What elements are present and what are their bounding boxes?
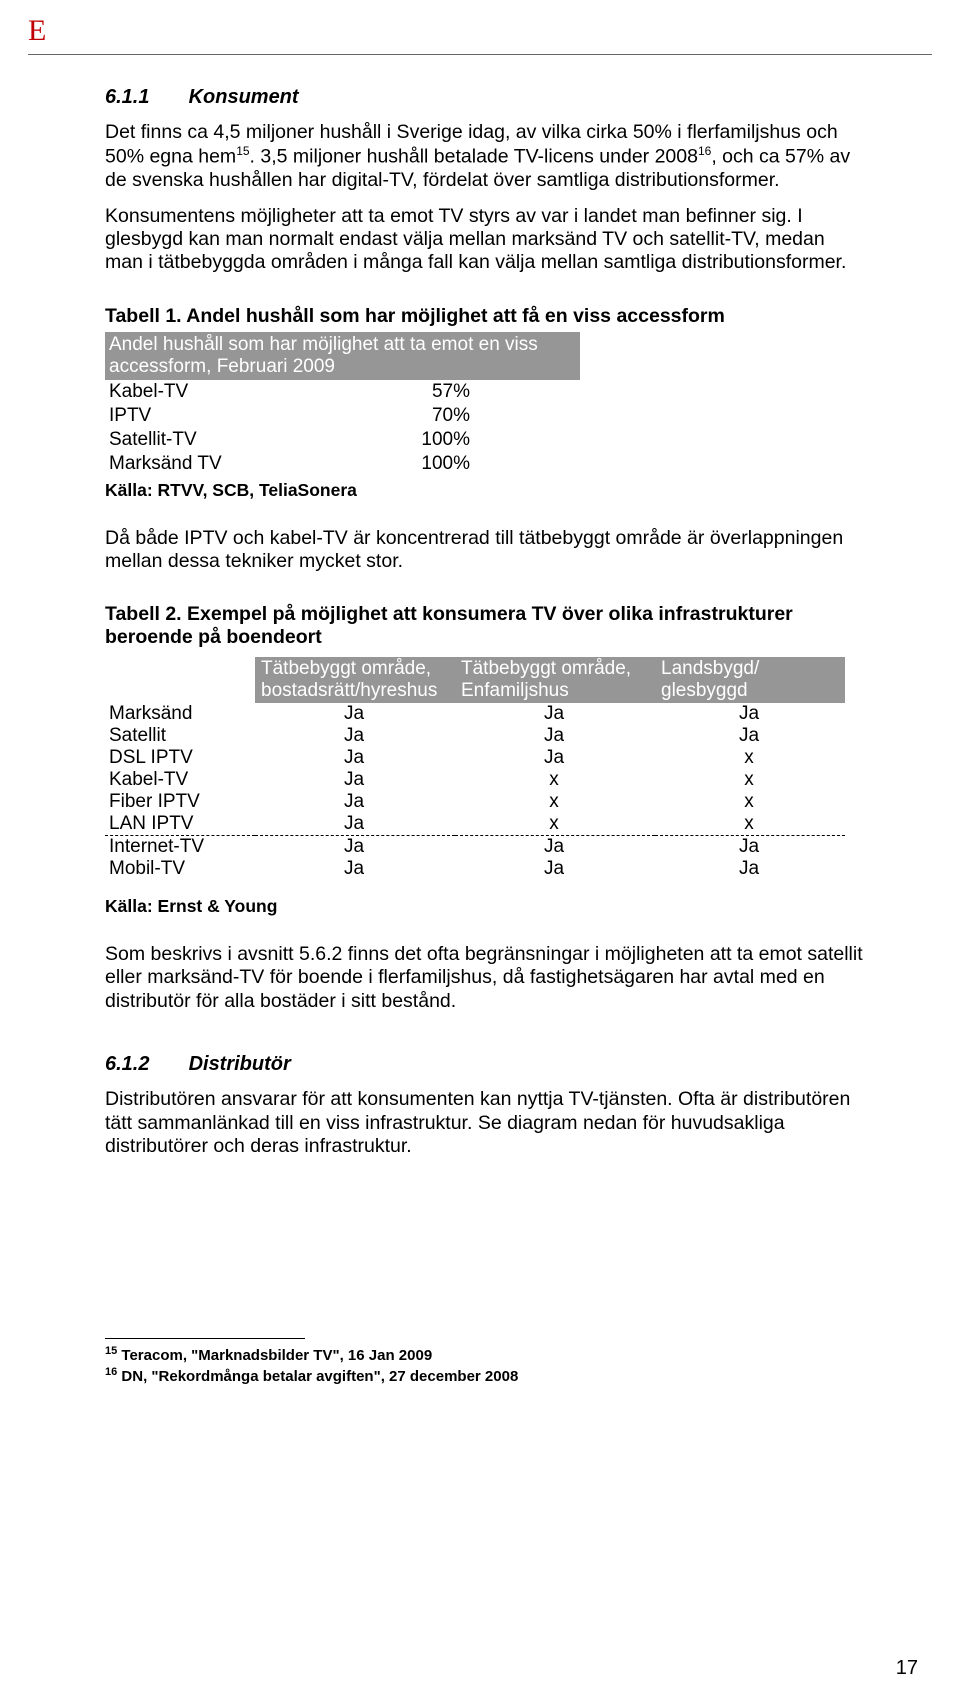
cell: 100% [309,428,580,452]
table2-caption: Tabell 2. Exempel på möjlighet att konsu… [105,603,865,649]
cell: Ja [455,747,655,769]
cell: 100% [309,452,580,476]
cell: Ja [655,836,845,859]
cell: x [455,813,655,836]
cell: x [655,769,845,791]
cell: Marksänd [105,703,255,725]
cell: Ja [455,858,655,880]
cell: Ja [455,725,655,747]
cell: IPTV [105,404,309,428]
footnote-15: 15 Teracom, "Marknadsbilder TV", 16 Jan … [105,1345,865,1366]
table1-header: Andel hushåll som har möjlighet att ta e… [105,332,580,380]
section-heading-612: 6.1.2 Distributör [105,1053,865,1076]
cell: x [455,791,655,813]
cell: LAN IPTV [105,813,255,836]
text-run: . 3,5 miljoner hushåll betalade TV-licen… [250,146,698,168]
table-row: Kabel-TV57% [105,380,580,404]
cell: Internet-TV [105,836,255,859]
table2-col1-header: Tätbebyggt område, bostadsrätt/hyreshus [255,657,455,703]
table2-col2-header: Tätbebyggt område, Enfamiljshus [455,657,655,703]
table2: Tätbebyggt område, bostadsrätt/hyreshus … [105,657,845,880]
cell: x [655,813,845,836]
cell: Ja [255,703,455,725]
cell: x [655,791,845,813]
table-row: Internet-TVJaJaJa [105,836,845,859]
cell: 70% [309,404,580,428]
table-row: SatellitJaJaJa [105,725,845,747]
cell: DSL IPTV [105,747,255,769]
page-number: 17 [896,1657,918,1680]
table1-source: Källa: RTVV, SCB, TeliaSonera [105,480,865,501]
page-content: 6.1.1 Konsument Det finns ca 4,5 miljone… [105,0,865,1387]
section-number: 6.1.1 [105,86,183,109]
cell: Fiber IPTV [105,791,255,813]
cell: x [455,769,655,791]
text-run: Enfamiljshus [461,680,569,701]
text-run: accessform, Februari 2009 [109,356,335,377]
section-title: Distributör [189,1053,291,1075]
footnote-ref: 15 [236,144,249,158]
cell: Kabel-TV [105,769,255,791]
text-run: bostadsrätt/hyreshus [261,680,437,701]
table-row: MarksändJaJaJa [105,703,845,725]
cell: Satellit-TV [105,428,309,452]
cell: Ja [255,858,455,880]
footnote-ref: 16 [698,144,711,158]
text-run: Teracom, "Marknadsbilder TV", 16 Jan 200… [117,1347,432,1364]
section-heading-611: 6.1.1 Konsument [105,86,865,109]
text-run: glesbyggd [661,680,748,701]
table-row: LAN IPTVJaxx [105,813,845,836]
table-row: Satellit-TV100% [105,428,580,452]
cell: Ja [455,836,655,859]
section-title: Konsument [189,86,299,108]
cell: Ja [255,836,455,859]
table-row: Mobil-TVJaJaJa [105,858,845,880]
footnote-rule [105,1338,305,1339]
table-row: Marksänd TV100% [105,452,580,476]
table2-col3-header: Landsbygd/ glesbyggd [655,657,845,703]
cell: Ja [655,703,845,725]
cell: Satellit [105,725,255,747]
text-run: Landsbygd/ [661,658,759,679]
table1-caption: Tabell 1. Andel hushåll som har möjlighe… [105,305,865,328]
paragraph: Som beskrivs i avsnitt 5.6.2 finns det o… [105,943,865,1013]
cell: Ja [455,703,655,725]
paragraph: Det finns ca 4,5 miljoner hushåll i Sver… [105,121,865,193]
cell: Ja [655,725,845,747]
cell: Ja [655,858,845,880]
text-run: Tätbebyggt område, [461,658,631,679]
cell: Ja [255,747,455,769]
text-run: DN, "Rekordmånga betalar avgiften", 27 d… [117,1368,518,1385]
text-run: Andel hushåll som har möjlighet att ta e… [109,334,538,355]
table-row: Kabel-TVJaxx [105,769,845,791]
table-row: Fiber IPTVJaxx [105,791,845,813]
footnote-16: 16 DN, "Rekordmånga betalar avgiften", 2… [105,1366,865,1387]
table-row: IPTV70% [105,404,580,428]
cell: 57% [309,380,580,404]
table2-source: Källa: Ernst & Young [105,896,865,917]
cell: Ja [255,813,455,836]
cell: Kabel-TV [105,380,309,404]
cell: Ja [255,769,455,791]
paragraph: Då både IPTV och kabel-TV är koncentrera… [105,527,865,574]
cell: Ja [255,791,455,813]
cell: Mobil-TV [105,858,255,880]
section-number: 6.1.2 [105,1053,183,1076]
paragraph: Konsumentens möjligheter att ta emot TV … [105,205,865,275]
header-letter: E [28,14,46,48]
cell: Marksänd TV [105,452,309,476]
paragraph: Distributören ansvarar för att konsument… [105,1088,865,1158]
table1: Andel hushåll som har möjlighet att ta e… [105,332,580,476]
table-row: DSL IPTVJaJax [105,747,845,769]
cell: x [655,747,845,769]
text-run: Tätbebyggt område, [261,658,431,679]
cell: Ja [255,725,455,747]
